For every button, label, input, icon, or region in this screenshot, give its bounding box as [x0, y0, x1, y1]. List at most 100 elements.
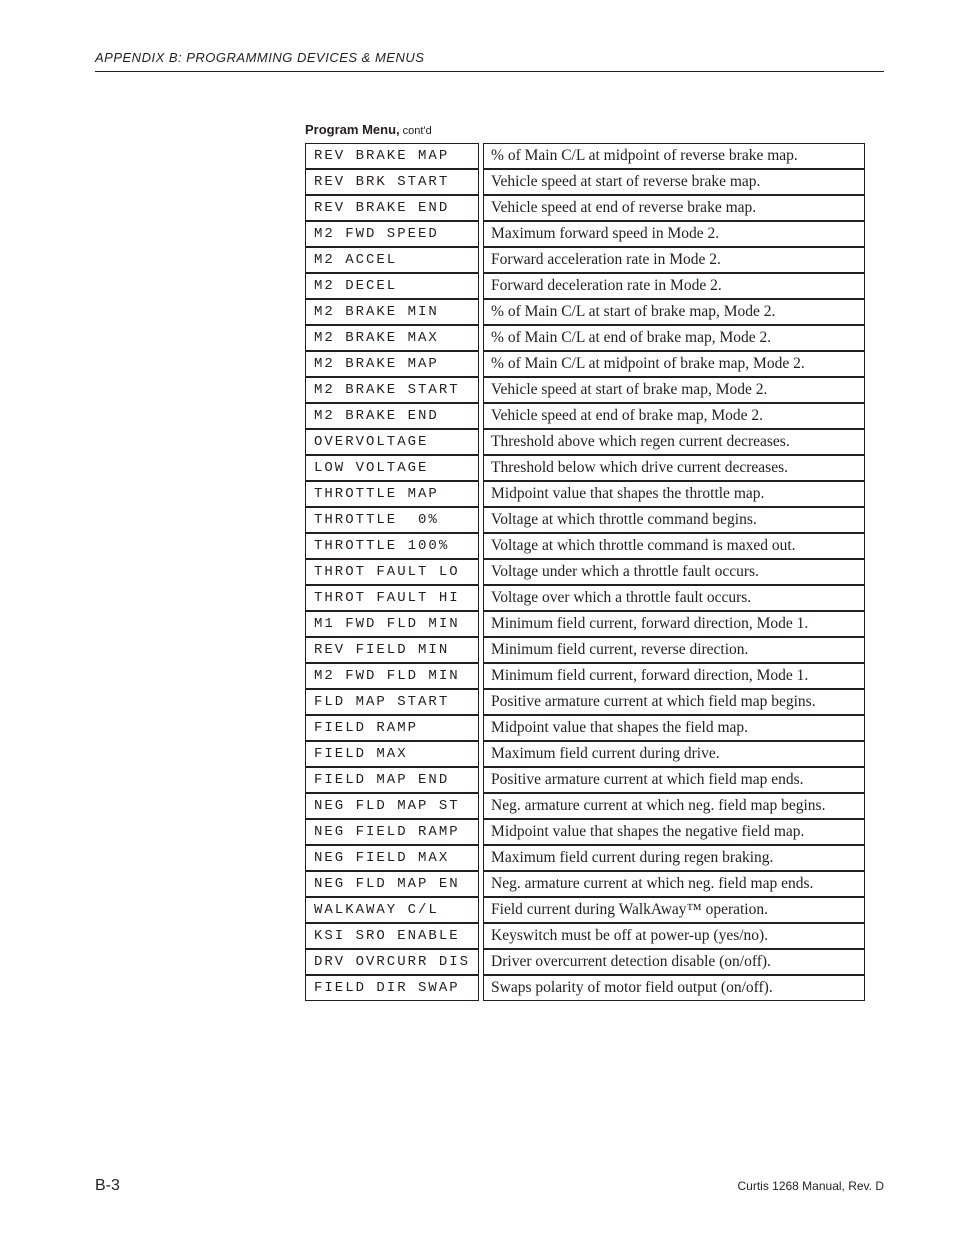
- param-cell: WALKAWAY C/L: [305, 897, 479, 923]
- footer-manual-ref: Curtis 1268 Manual, Rev. D: [737, 1179, 884, 1193]
- desc-cell: Maximum forward speed in Mode 2.: [483, 221, 865, 247]
- param-cell: M2 BRAKE MIN: [305, 299, 479, 325]
- desc-cell: % of Main C/L at end of brake map, Mode …: [483, 325, 865, 351]
- desc-cell: Vehicle speed at start of reverse brake …: [483, 169, 865, 195]
- page-footer: B-3 Curtis 1268 Manual, Rev. D: [95, 1177, 884, 1195]
- param-cell: M2 BRAKE MAP: [305, 351, 479, 377]
- desc-cell: Voltage under which a throttle fault occ…: [483, 559, 865, 585]
- table-row: THROTTLE MAPMidpoint value that shapes t…: [305, 481, 865, 507]
- param-cell: THROTTLE 0%: [305, 507, 479, 533]
- table-row: M2 BRAKE MIN% of Main C/L at start of br…: [305, 299, 865, 325]
- param-cell: LOW VOLTAGE: [305, 455, 479, 481]
- table-row: M2 ACCELForward acceleration rate in Mod…: [305, 247, 865, 273]
- desc-cell: Positive armature current at which field…: [483, 767, 865, 793]
- param-cell: NEG FLD MAP EN: [305, 871, 479, 897]
- param-cell: M2 ACCEL: [305, 247, 479, 273]
- page-header: APPENDIX B: PROGRAMMING DEVICES & MENUS: [95, 50, 884, 72]
- desc-cell: Neg. armature current at which neg. fiel…: [483, 793, 865, 819]
- table-row: OVERVOLTAGEThreshold above which regen c…: [305, 429, 865, 455]
- param-cell: M2 BRAKE START: [305, 377, 479, 403]
- param-cell: REV BRAKE END: [305, 195, 479, 221]
- desc-cell: Voltage at which throttle command begins…: [483, 507, 865, 533]
- param-cell: M2 FWD FLD MIN: [305, 663, 479, 689]
- param-cell: REV BRAKE MAP: [305, 143, 479, 169]
- desc-cell: Positive armature current at which field…: [483, 689, 865, 715]
- param-cell: M2 BRAKE END: [305, 403, 479, 429]
- desc-cell: Vehicle speed at end of reverse brake ma…: [483, 195, 865, 221]
- param-cell: KSI SRO ENABLE: [305, 923, 479, 949]
- desc-cell: Threshold below which drive current decr…: [483, 455, 865, 481]
- desc-cell: Maximum field current during drive.: [483, 741, 865, 767]
- table-title-bold: Program Menu,: [305, 122, 400, 137]
- table-row: REV BRK STARTVehicle speed at start of r…: [305, 169, 865, 195]
- param-cell: FIELD MAX: [305, 741, 479, 767]
- table-row: NEG FLD MAP STNeg. armature current at w…: [305, 793, 865, 819]
- program-menu-table-container: Program Menu, cont'd REV BRAKE MAP% of M…: [305, 122, 865, 1001]
- desc-cell: Swaps polarity of motor field output (on…: [483, 975, 865, 1001]
- table-row: M2 BRAKE ENDVehicle speed at end of brak…: [305, 403, 865, 429]
- param-cell: OVERVOLTAGE: [305, 429, 479, 455]
- table-row: M1 FWD FLD MINMinimum field current, for…: [305, 611, 865, 637]
- table-row: THROT FAULT LOVoltage under which a thro…: [305, 559, 865, 585]
- param-cell: THROT FAULT LO: [305, 559, 479, 585]
- param-cell: NEG FIELD RAMP: [305, 819, 479, 845]
- table-row: M2 FWD SPEEDMaximum forward speed in Mod…: [305, 221, 865, 247]
- table-row: M2 FWD FLD MINMinimum field current, for…: [305, 663, 865, 689]
- table-row: M2 BRAKE MAP% of Main C/L at midpoint of…: [305, 351, 865, 377]
- desc-cell: Forward acceleration rate in Mode 2.: [483, 247, 865, 273]
- param-cell: FIELD RAMP: [305, 715, 479, 741]
- table-row: REV FIELD MINMinimum field current, reve…: [305, 637, 865, 663]
- param-cell: THROTTLE 100%: [305, 533, 479, 559]
- desc-cell: Voltage at which throttle command is max…: [483, 533, 865, 559]
- desc-cell: Driver overcurrent detection disable (on…: [483, 949, 865, 975]
- table-row: FLD MAP STARTPositive armature current a…: [305, 689, 865, 715]
- desc-cell: Vehicle speed at end of brake map, Mode …: [483, 403, 865, 429]
- param-cell: NEG FIELD MAX: [305, 845, 479, 871]
- table-row: WALKAWAY C/LField current during WalkAwa…: [305, 897, 865, 923]
- table-row: FIELD MAXMaximum field current during dr…: [305, 741, 865, 767]
- param-cell: M1 FWD FLD MIN: [305, 611, 479, 637]
- param-cell: THROT FAULT HI: [305, 585, 479, 611]
- page-number: B-3: [95, 1177, 120, 1195]
- table-row: THROT FAULT HIVoltage over which a throt…: [305, 585, 865, 611]
- desc-cell: Midpoint value that shapes the field map…: [483, 715, 865, 741]
- param-cell: M2 FWD SPEED: [305, 221, 479, 247]
- table-row: M2 BRAKE MAX% of Main C/L at end of brak…: [305, 325, 865, 351]
- desc-cell: Forward deceleration rate in Mode 2.: [483, 273, 865, 299]
- param-cell: REV FIELD MIN: [305, 637, 479, 663]
- table-row: FIELD RAMPMidpoint value that shapes the…: [305, 715, 865, 741]
- desc-cell: Field current during WalkAway™ operation…: [483, 897, 865, 923]
- table-row: M2 DECELForward deceleration rate in Mod…: [305, 273, 865, 299]
- desc-cell: % of Main C/L at midpoint of reverse bra…: [483, 143, 865, 169]
- param-cell: DRV OVRCURR DIS: [305, 949, 479, 975]
- desc-cell: Voltage over which a throttle fault occu…: [483, 585, 865, 611]
- desc-cell: % of Main C/L at start of brake map, Mod…: [483, 299, 865, 325]
- param-cell: NEG FLD MAP ST: [305, 793, 479, 819]
- desc-cell: Midpoint value that shapes the negative …: [483, 819, 865, 845]
- desc-cell: Maximum field current during regen braki…: [483, 845, 865, 871]
- param-cell: FIELD MAP END: [305, 767, 479, 793]
- table-row: FIELD DIR SWAPSwaps polarity of motor fi…: [305, 975, 865, 1001]
- table-row: M2 BRAKE STARTVehicle speed at start of …: [305, 377, 865, 403]
- desc-cell: Minimum field current, reverse direction…: [483, 637, 865, 663]
- table-row: REV BRAKE ENDVehicle speed at end of rev…: [305, 195, 865, 221]
- desc-cell: Keyswitch must be off at power-up (yes/n…: [483, 923, 865, 949]
- table-title: Program Menu, cont'd: [305, 122, 865, 137]
- desc-cell: % of Main C/L at midpoint of brake map, …: [483, 351, 865, 377]
- table-row: NEG FIELD RAMPMidpoint value that shapes…: [305, 819, 865, 845]
- table-row: NEG FIELD MAXMaximum field current durin…: [305, 845, 865, 871]
- desc-cell: Minimum field current, forward direction…: [483, 611, 865, 637]
- table-row: THROTTLE 0%Voltage at which throttle com…: [305, 507, 865, 533]
- table-row: REV BRAKE MAP% of Main C/L at midpoint o…: [305, 143, 865, 169]
- desc-cell: Neg. armature current at which neg. fiel…: [483, 871, 865, 897]
- program-menu-table: REV BRAKE MAP% of Main C/L at midpoint o…: [305, 143, 865, 1001]
- table-title-contd: cont'd: [400, 125, 432, 137]
- table-row: DRV OVRCURR DISDriver overcurrent detect…: [305, 949, 865, 975]
- desc-cell: Minimum field current, forward direction…: [483, 663, 865, 689]
- param-cell: M2 DECEL: [305, 273, 479, 299]
- table-row: FIELD MAP ENDPositive armature current a…: [305, 767, 865, 793]
- desc-cell: Vehicle speed at start of brake map, Mod…: [483, 377, 865, 403]
- table-row: NEG FLD MAP ENNeg. armature current at w…: [305, 871, 865, 897]
- page: APPENDIX B: PROGRAMMING DEVICES & MENUS …: [0, 0, 954, 1235]
- table-row: KSI SRO ENABLEKeyswitch must be off at p…: [305, 923, 865, 949]
